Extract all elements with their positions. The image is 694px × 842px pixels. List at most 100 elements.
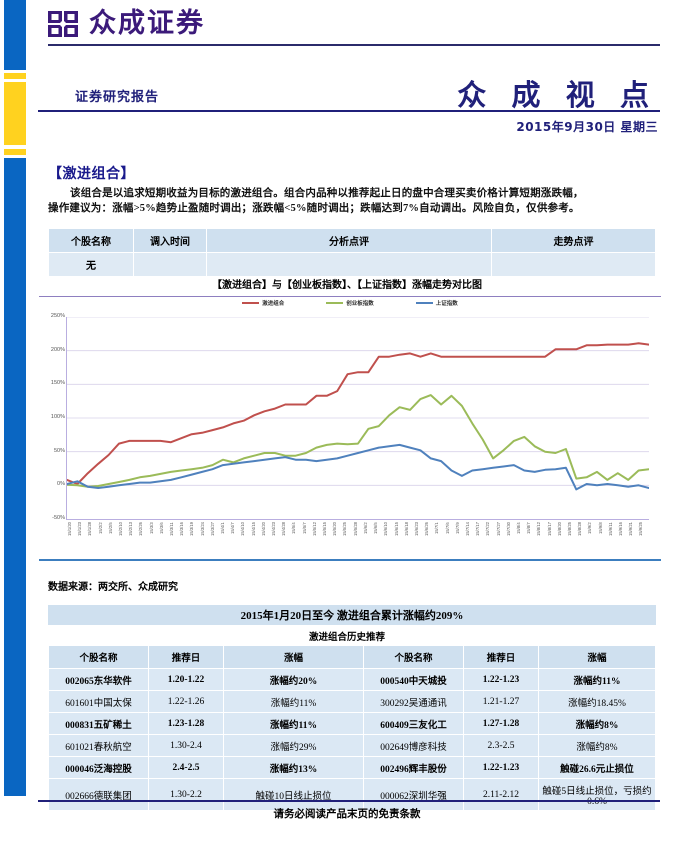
sidebar-accent-yellow <box>4 82 26 145</box>
footer-rule <box>38 800 660 802</box>
cumulative-return-band: 2015年1月20日至今 激进组合累计涨幅约209% <box>48 605 656 625</box>
sidebar-accent-stripe-top <box>4 73 26 79</box>
x-tick-label: 15/1/23 <box>77 522 83 536</box>
section-title: 【激进组合】 <box>48 167 135 182</box>
history-section-title: 激进组合历史推荐 <box>308 633 385 643</box>
x-tick-label: 15/8/28 <box>577 522 583 536</box>
x-tick-label: 15/9/11 <box>607 522 613 536</box>
x-tick-label: 15/9/21 <box>628 522 634 536</box>
sidebar-accent-blue-bottom <box>4 158 26 796</box>
hist-cell-4: 1.22-1.23 <box>463 756 539 779</box>
hist-cell-3: 000062深圳华强 <box>363 778 464 811</box>
legend-label-2: 上证指数 <box>435 301 458 307</box>
x-tick-label: 15/3/24 <box>199 522 205 536</box>
section-description: 该组合是以追求短期收益为目标的激进组合。组合内品种以推荐起止日的盘中合理买卖价格… <box>48 186 656 216</box>
hist-cell-2: 涨幅约11% <box>223 690 364 713</box>
x-tick-label: 15/6/10 <box>383 522 389 536</box>
hist-cell-5: 涨幅约11% <box>538 668 656 691</box>
x-tick-label: 15/8/17 <box>546 522 552 536</box>
x-tick-label: 15/9/25 <box>638 522 644 536</box>
chart-series-line <box>67 443 649 491</box>
hist-cell-5: 触碰26.6元止损位 <box>538 756 656 779</box>
chart-caption: 【激进组合】与【创业板指数】、【上证指数】涨幅走势对比图 <box>212 280 482 291</box>
x-tick-label: 15/5/20 <box>332 522 338 536</box>
x-tick-label: 15/5/25 <box>342 522 348 536</box>
x-tick-label: 15/5/12 <box>311 522 317 536</box>
hist-col-4: 推荐日 <box>463 645 539 669</box>
publish-date: 2015年9月30日 星期三 <box>516 120 658 134</box>
col-analysis: 分析点评 <box>206 228 492 253</box>
current-holdings-table: 个股名称 调入时间 分析点评 走势点评 无 <box>48 228 656 277</box>
x-tick-label: 15/3/19 <box>189 522 195 536</box>
hist-cell-4: 1.27-1.28 <box>463 712 539 735</box>
hist-cell-2: 触碰10日线止损位 <box>223 778 364 811</box>
hist-cell-1: 2.4-2.5 <box>148 756 224 779</box>
x-tick-label: 15/7/27 <box>495 522 501 536</box>
section-paragraph-line1: 该组合是以追求短期收益为目标的激进组合。组合内品种以推荐起止日的盘中合理买卖价格… <box>70 188 584 199</box>
x-tick-label: 15/4/10 <box>240 522 246 536</box>
hist-col-1: 推荐日 <box>148 645 224 669</box>
x-tick-label: 15/3/6 <box>158 522 164 534</box>
y-tick-0: 0% <box>57 481 65 488</box>
hist-cell-2: 涨幅约13% <box>223 756 364 779</box>
table-row: 601021春秋航空 1.30-2.4 涨幅约29% 002649博彦科技 2.3-2.… <box>48 734 656 757</box>
col-entry-time: 调入时间 <box>133 228 207 253</box>
hist-cell-0: 601021春秋航空 <box>48 734 149 757</box>
hist-cell-5: 涨幅约8% <box>538 734 656 757</box>
hist-cell-1: 1.23-1.28 <box>148 712 224 735</box>
x-tick-label: 15/2/13 <box>128 522 134 536</box>
hist-cell-5: 触碰5日线止损位，亏损约0.6% <box>538 778 656 811</box>
x-tick-label: 15/4/1 <box>220 522 226 534</box>
legend-label-0: 激进组合 <box>262 301 285 307</box>
hist-cell-1: 1.30-2.4 <box>148 734 224 757</box>
hist-cell-4: 2.3-2.5 <box>463 734 539 757</box>
hist-cell-2: 涨幅约11% <box>223 712 364 735</box>
hist-cell-4: 1.21-1.27 <box>463 690 539 713</box>
chart-legend: 激进组合 创业板指数 上证指数 <box>39 299 661 307</box>
y-tick-150: 150% <box>50 380 65 387</box>
hist-cell-3: 000540中天城投 <box>363 668 464 691</box>
brand-name: 众成证券 <box>89 8 205 39</box>
hist-col-0: 个股名称 <box>48 645 149 669</box>
col-stock-name: 个股名称 <box>48 228 134 253</box>
x-tick-label: 15/7/9 <box>454 522 460 534</box>
table-row: 无 <box>48 252 656 277</box>
table-row: 002666德联集团 1.30-2.2 触碰10日线止损位 000062深圳华强 2.1… <box>48 778 656 811</box>
hist-cell-0: 601601中国太保 <box>48 690 149 713</box>
cell-analysis <box>206 252 492 277</box>
data-source-note: 数据来源：两交所、众成研究 <box>48 582 178 593</box>
x-tick-label: 15/7/1 <box>434 522 440 534</box>
x-tick-label: 15/3/27 <box>209 522 215 536</box>
history-recommendations-table: 个股名称 推荐日 涨幅 个股名称 推荐日 涨幅 002065东华软件 1.20-1.22 涨幅… <box>48 645 656 811</box>
sidebar-accent-stripe-bottom <box>4 149 26 155</box>
hist-cell-0: 000831五矿稀土 <box>48 712 149 735</box>
x-tick-label: 15/3/11 <box>169 522 175 536</box>
x-tick-label: 15/4/23 <box>271 522 277 536</box>
table-row: 000046泛海控股 2.4-2.5 涨幅约13% 002496辉丰股份 1.22-1.… <box>48 756 656 779</box>
y-tick-200: 200% <box>50 346 65 353</box>
cell-entry-time <box>133 252 207 277</box>
section-paragraph-line2: 操作建议为：涨幅>5%趋势止盈随时调出；涨跌幅<5%随时调出；跌幅达到7%自动调… <box>48 203 580 214</box>
x-tick-label: 15/5/4 <box>291 522 297 534</box>
hist-cell-2: 涨幅约29% <box>223 734 364 757</box>
hist-cell-3: 002496辉丰股份 <box>363 756 464 779</box>
hist-col-2: 涨幅 <box>223 645 364 669</box>
y-tick--50: -50% <box>52 515 65 521</box>
table-row: 002065东华软件 1.20-1.22 涨幅约20% 000540中天城投 1.22-… <box>48 668 656 691</box>
x-tick-label: 15/5/15 <box>322 522 328 536</box>
hist-cell-5: 涨幅约8% <box>538 712 656 735</box>
col-trend: 走势点评 <box>491 228 656 253</box>
x-tick-label: 15/5/28 <box>352 522 358 536</box>
performance-chart: 激进组合 创业板指数 上证指数 250% 200% 150% 100% 50% 0% -50… <box>39 296 661 561</box>
x-tick-label: 15/2/26 <box>138 522 144 536</box>
chart-series-line <box>67 394 649 488</box>
chart-plot-area <box>66 317 649 520</box>
x-tick-label: 15/3/3 <box>148 522 154 534</box>
report-type-label: 证券研究报告 <box>75 89 160 104</box>
legend-label-1: 创业板指数 <box>346 301 374 307</box>
y-tick-100: 100% <box>50 414 65 420</box>
table-header-row: 个股名称 推荐日 涨幅 个股名称 推荐日 涨幅 <box>48 645 656 669</box>
x-tick-label: 15/8/4 <box>515 522 521 534</box>
table-row: 000831五矿稀土 1.23-1.28 涨幅约11% 600409三友化工 1.27-… <box>48 712 656 735</box>
